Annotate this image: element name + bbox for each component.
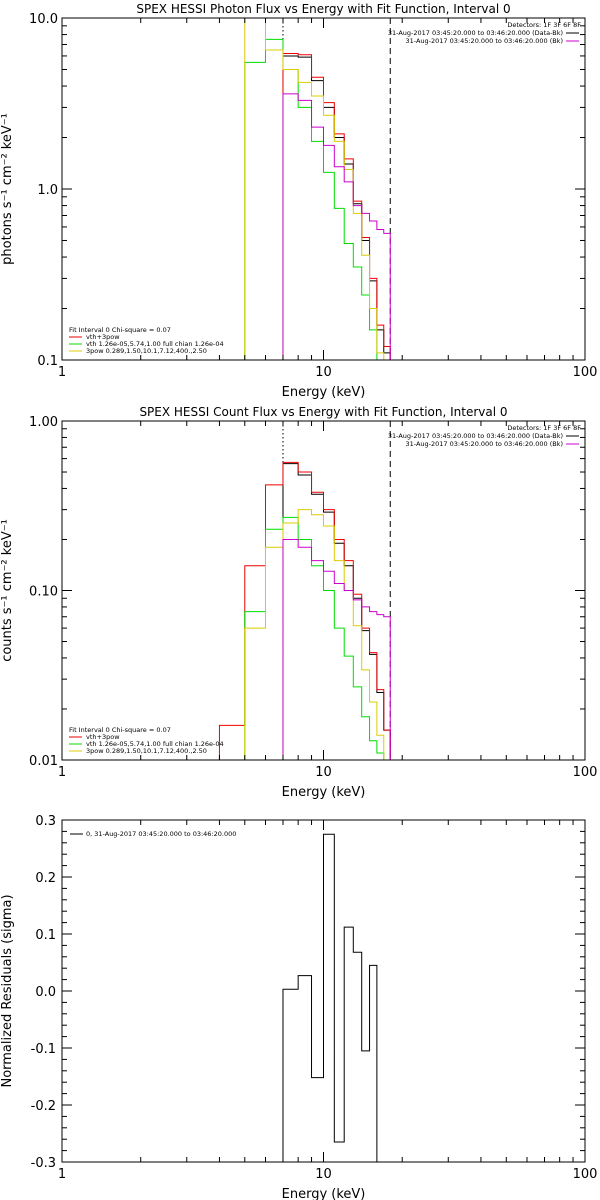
y-axis-label: Normalized Residuals (sigma) <box>0 894 15 1087</box>
header-line: 31-Aug-2017 03:45:20.000 to 03:46:20.000… <box>406 440 563 448</box>
chart-panel-1: SPEX HESSI Photon Flux vs Energy with Fi… <box>0 2 597 400</box>
legend-entry: 3pow 0.289,1.50,10.1,7.12,400.,2.50 <box>86 347 207 355</box>
y-tick-label: 0.10 <box>29 585 58 600</box>
y-tick-label: 0.3 <box>35 814 56 829</box>
series-line-data <box>282 55 391 360</box>
legend-entry: 3pow 0.289,1.50,10.1,7.12,400.,2.50 <box>86 747 207 755</box>
series-line-3pow <box>218 18 385 360</box>
series-line-bk <box>282 538 391 760</box>
x-axis-label: Energy (keV) <box>282 785 366 800</box>
y-tick-label: 0.01 <box>29 754 58 769</box>
plot-area <box>218 421 391 760</box>
y-tick-label: 0.2 <box>35 871 56 886</box>
x-tick-label: 100 <box>573 1167 598 1182</box>
x-tick-label: 1 <box>58 1167 66 1182</box>
x-tick-label: 100 <box>573 365 598 380</box>
chart-panel-2: SPEX HESSI Count Flux vs Energy with Fit… <box>0 405 597 800</box>
y-tick-label: -0.3 <box>31 1156 56 1171</box>
y-tick-label: -0.2 <box>31 1099 56 1114</box>
legend-entry: 0, 31-Aug-2017 03:45:20.000 to 03:46:20.… <box>86 830 236 838</box>
y-axis-label: counts s⁻¹ cm⁻² keV⁻¹ <box>0 519 15 662</box>
header-line: 31-Aug-2017 03:45:20.000 to 03:46:20.000… <box>406 37 563 45</box>
series-line-residuals <box>282 833 378 1162</box>
x-tick-label: 100 <box>573 765 598 780</box>
x-axis-label: Energy (keV) <box>282 1187 366 1200</box>
legend-entry: vth 1.26e-05,5.74,1.00 full chian 1.26e-… <box>86 740 224 748</box>
legend-entry: vth 1.26e-05,5.74,1.00 full chian 1.26e-… <box>86 340 224 348</box>
chart-title: SPEX HESSI Photon Flux vs Energy with Fi… <box>136 2 510 16</box>
legend-title: Fit Interval 0 Chi-square = 0.07 <box>69 326 171 334</box>
y-tick-label: 0.1 <box>37 354 58 369</box>
y-tick-label: 1.0 <box>37 183 58 198</box>
plot-area <box>282 833 378 1162</box>
y-tick-label: 10.0 <box>29 12 58 27</box>
legend-entry: vth+3pow <box>86 333 120 341</box>
legend-entry: vth+3pow <box>86 733 120 741</box>
legend-title: Fit Interval 0 Chi-square = 0.07 <box>69 726 171 734</box>
series-line-bk <box>282 93 391 360</box>
x-tick-label: 1 <box>58 365 66 380</box>
plot-area <box>218 18 391 360</box>
header-line: Detectors: 1F 3F 6F 8F <box>507 21 581 29</box>
x-axis-label: Energy (keV) <box>282 385 366 400</box>
header-line: Detectors: 1F 3F 6F 8F <box>507 424 581 432</box>
y-tick-label: -0.1 <box>31 1042 56 1057</box>
x-tick-label: 10 <box>315 365 332 380</box>
chart-panel-3: 1 10 100 Energy (keV) -0.3 -0.2 -0.1 0.0 0.1 0.2 0… <box>0 814 597 1200</box>
header-line: 31-Aug-2017 03:45:20.000 to 03:46:20.000… <box>388 29 563 37</box>
series-line-data <box>282 463 391 760</box>
series-line-fit_total <box>282 53 391 360</box>
x-tick-label: 1 <box>58 765 66 780</box>
chart-title: SPEX HESSI Count Flux vs Energy with Fit… <box>139 405 507 419</box>
y-tick-label: 0.0 <box>35 985 56 1000</box>
series-line-3pow <box>244 509 385 760</box>
y-axis-label: photons s⁻¹ cm⁻² keV⁻¹ <box>0 113 15 265</box>
header-line: 31-Aug-2017 03:45:20.000 to 03:46:20.000… <box>388 432 563 440</box>
series-line-fit_total <box>218 461 391 760</box>
axes-frame <box>61 17 586 361</box>
series-line-vth <box>244 38 385 360</box>
y-tick-label: 0.1 <box>35 928 56 943</box>
y-tick-label: 1.00 <box>29 415 58 430</box>
x-tick-label: 10 <box>315 765 332 780</box>
x-tick-label: 10 <box>315 1167 332 1182</box>
